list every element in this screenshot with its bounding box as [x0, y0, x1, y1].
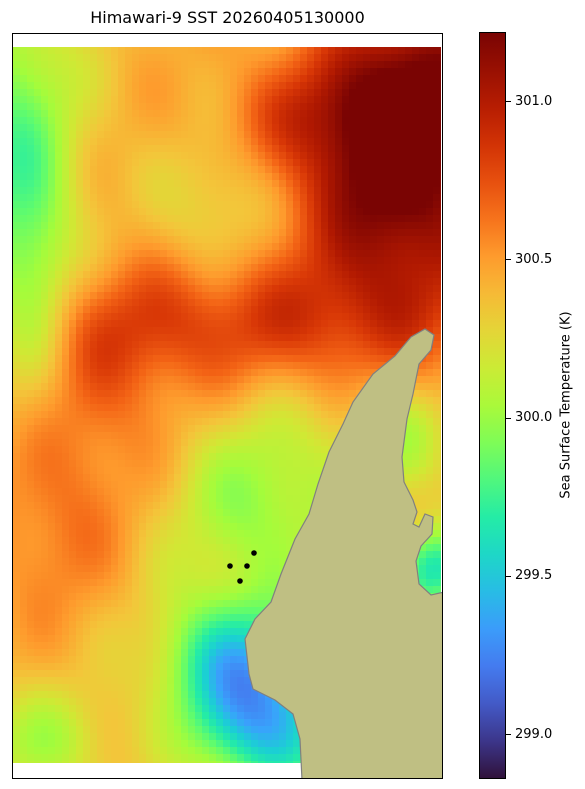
tick-mark — [506, 101, 511, 103]
tick-mark — [506, 259, 511, 261]
tick-label: 299.0 — [515, 726, 553, 742]
observation-points — [227, 550, 257, 584]
observation-point — [244, 563, 250, 569]
observation-point — [237, 578, 243, 584]
observation-point — [227, 563, 233, 569]
map-svg — [13, 47, 442, 778]
tick-mark — [506, 734, 511, 736]
tick-label: 299.5 — [515, 568, 553, 584]
map-panel — [12, 33, 443, 779]
figure-title: Himawari-9 SST 20260405130000 — [90, 8, 365, 27]
tick-label: 301.0 — [515, 93, 553, 109]
observation-point — [251, 550, 257, 556]
colorbar-label: Sea Surface Temperature (K) — [558, 311, 574, 499]
colorbar — [479, 32, 506, 779]
tick-label: 300.5 — [515, 251, 553, 267]
tick-mark — [506, 575, 511, 577]
tick-label: 300.0 — [515, 410, 553, 426]
land-mass — [244, 328, 442, 778]
tick-mark — [506, 417, 511, 419]
